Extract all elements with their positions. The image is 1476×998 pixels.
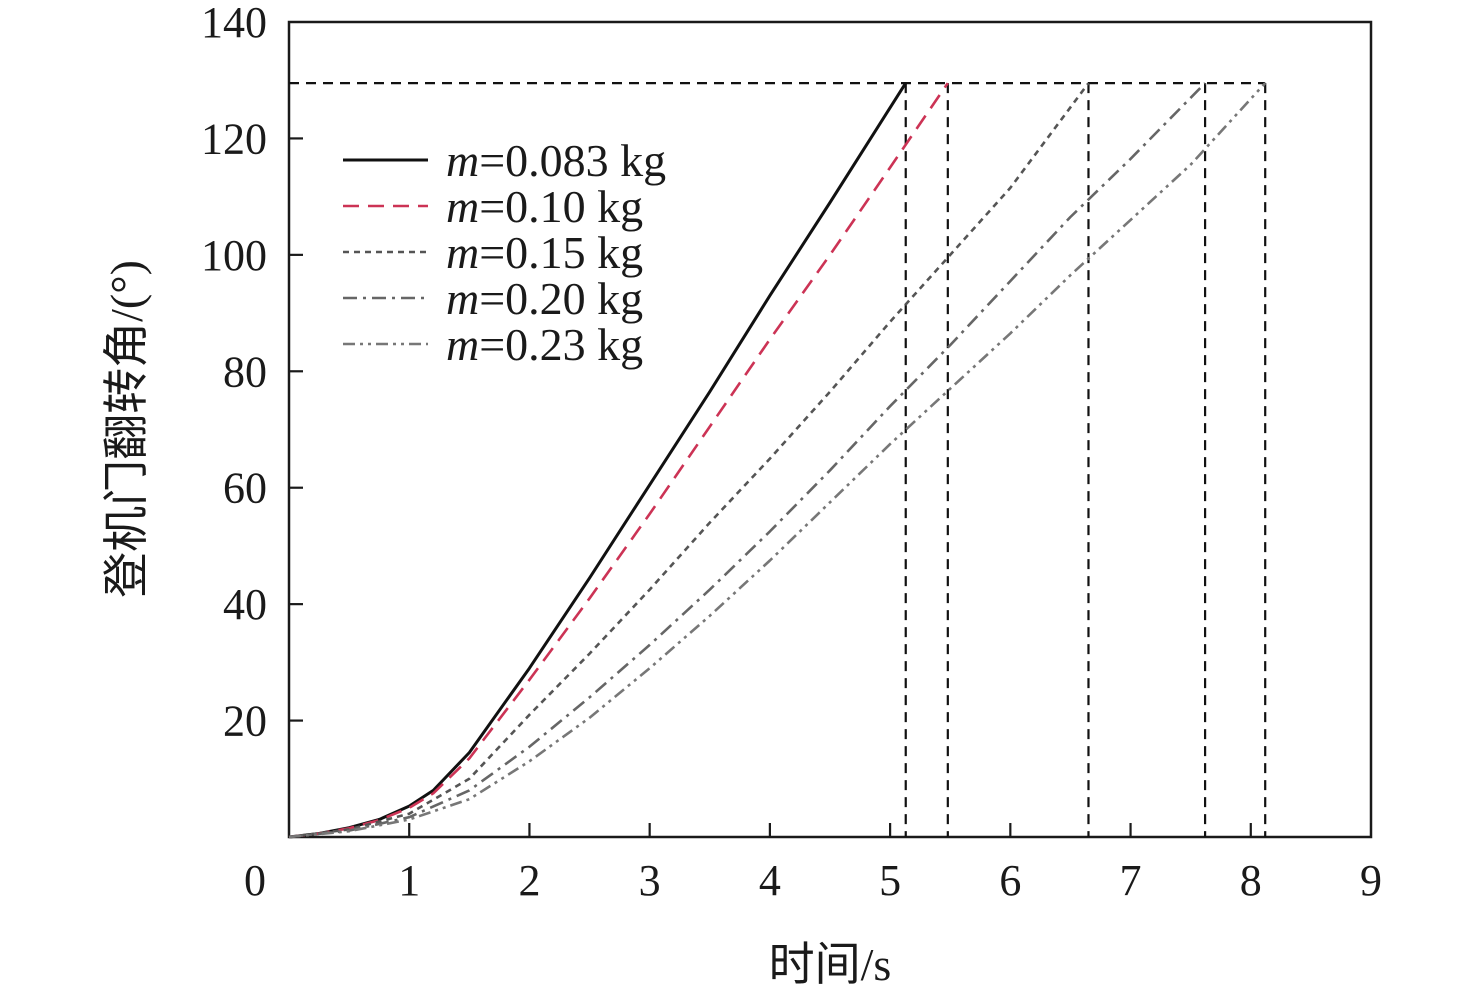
series-line-3	[288, 82, 1090, 839]
y-tick-label: 60	[223, 464, 267, 513]
x-tick-label: 6	[999, 856, 1021, 905]
y-tick-label: 100	[201, 231, 267, 280]
y-tick-label: 80	[223, 347, 267, 396]
x-tick-label: 4	[759, 856, 781, 905]
y-axis-ticks: 20 40 60 80 100 120 140	[201, 0, 303, 746]
x-tick-label: 0	[244, 856, 266, 905]
y-tick-label: 40	[223, 580, 267, 629]
x-tick-label: 3	[639, 856, 661, 905]
series-line-2	[288, 82, 949, 839]
y-tick-label: 120	[201, 114, 267, 163]
series-line-5	[288, 82, 1267, 839]
x-tick-label: 9	[1360, 856, 1382, 905]
plot-frame	[287, 20, 1373, 839]
series-line-4	[288, 82, 1207, 839]
x-tick-label: 8	[1240, 856, 1262, 905]
x-tick-label: 2	[518, 856, 540, 905]
x-tick-label: 5	[879, 856, 901, 905]
y-axis-title: 登机门翻转角/(°)	[101, 260, 152, 598]
legend-label-3: m=0.15 kg	[446, 227, 643, 278]
y-tick-label: 20	[223, 697, 267, 746]
series-line-1	[288, 82, 907, 839]
y-tick-label: 140	[201, 0, 267, 47]
legend-label-1: m=0.083 kg	[446, 135, 666, 186]
x-axis-ticks: 0 1 2 3 4 5 6 7 8 9	[244, 823, 1382, 905]
reference-lines	[289, 82, 1267, 837]
legend-label-5: m=0.23 kg	[446, 319, 643, 370]
series-lines	[288, 82, 1267, 839]
legend-label-2: m=0.10 kg	[446, 181, 643, 232]
x-tick-label: 7	[1120, 856, 1142, 905]
legend: m=0.083 kgm=0.10 kgm=0.15 kgm=0.20 kgm=0…	[343, 135, 666, 370]
x-axis-title: 时间/s	[769, 939, 892, 990]
x-tick-label: 1	[398, 856, 420, 905]
legend-label-4: m=0.20 kg	[446, 273, 643, 324]
